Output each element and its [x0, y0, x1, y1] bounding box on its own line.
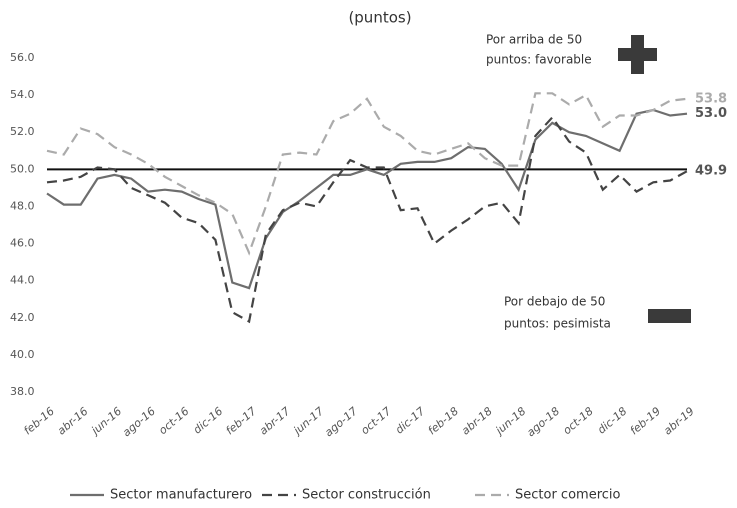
- minus-icon: [648, 309, 691, 323]
- legend-label: Sector manufacturero: [110, 488, 252, 503]
- x-tick-label: ago-16: [120, 405, 158, 440]
- annotation: Por arriba de 50: [486, 33, 582, 47]
- annotation: puntos: pesimista: [504, 317, 611, 331]
- x-tick-label: dic-18: [595, 405, 629, 437]
- x-tick-label: abr-17: [257, 405, 293, 438]
- x-tick-label: oct-18: [561, 405, 596, 437]
- x-tick-label: jun-17: [290, 405, 327, 439]
- x-tick-label: feb-18: [425, 405, 461, 438]
- value-label: 53.0: [695, 106, 727, 121]
- x-tick-label: feb-16: [21, 405, 57, 438]
- annotation: Por debajo de 50: [504, 295, 605, 309]
- x-tick-label: jun-18: [492, 405, 529, 439]
- x-tick-label: oct-16: [156, 405, 191, 437]
- chart-title: (puntos): [348, 9, 411, 27]
- x-tick-label: feb-17: [223, 405, 259, 438]
- y-tick-label: 38.0: [10, 385, 35, 398]
- y-tick-label: 50.0: [10, 162, 35, 175]
- y-tick-label: 46.0: [10, 237, 35, 250]
- series-line: [46, 108, 688, 290]
- legend-label: Sector comercio: [515, 488, 621, 503]
- y-tick-label: 56.0: [10, 51, 35, 64]
- y-tick-label: 40.0: [10, 348, 35, 361]
- y-tick-label: 48.0: [10, 199, 35, 212]
- x-tick-label: dic-16: [191, 405, 225, 437]
- y-tick-label: 52.0: [10, 125, 35, 138]
- series-line: [46, 92, 688, 256]
- x-tick-label: ago-18: [524, 405, 562, 440]
- x-tick-label: jun-16: [88, 405, 125, 439]
- x-tick-label: abr-18: [459, 405, 495, 438]
- x-tick-label: abr-16: [55, 405, 91, 438]
- legend-label: Sector construcción: [302, 488, 431, 503]
- x-tick-label: ago-17: [322, 405, 360, 440]
- x-tick-label: abr-19: [661, 405, 697, 438]
- x-tick-label: feb-19: [628, 405, 664, 438]
- series-line: [46, 115, 688, 324]
- y-tick-label: 42.0: [10, 311, 35, 324]
- annotation: puntos: favorable: [486, 53, 592, 67]
- plus-icon: [618, 35, 657, 74]
- x-tick-label: dic-17: [393, 405, 427, 437]
- x-tick-label: oct-17: [358, 405, 393, 437]
- y-tick-label: 54.0: [10, 88, 35, 101]
- value-label: 53.8: [695, 91, 727, 106]
- value-label: 49.9: [695, 164, 727, 179]
- y-tick-label: 44.0: [10, 274, 35, 287]
